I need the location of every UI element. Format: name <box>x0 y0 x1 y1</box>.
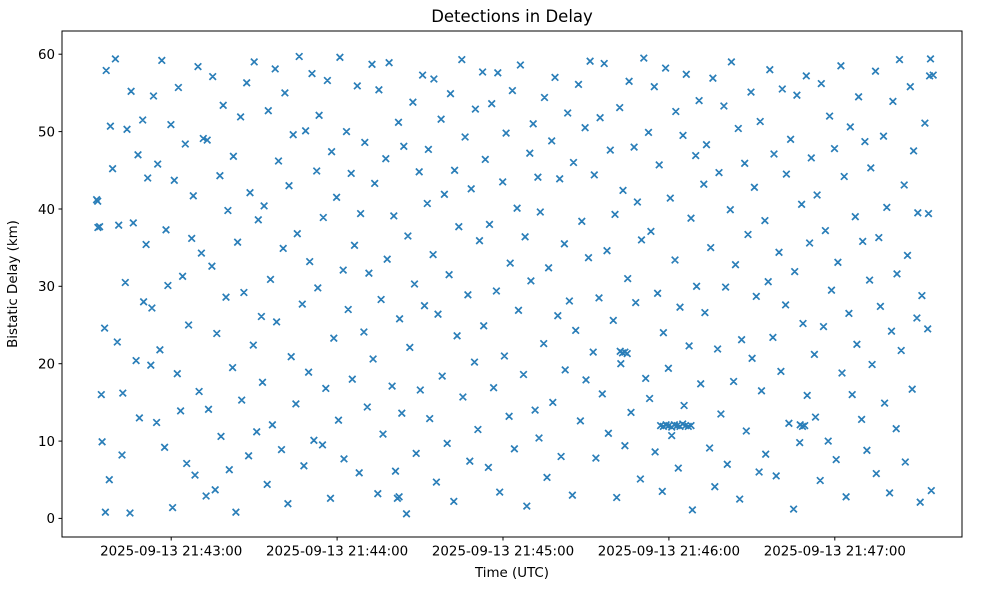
scatter-points-group <box>92 52 938 518</box>
y-tick-label: 0 <box>46 512 55 527</box>
scatter-points <box>92 52 938 518</box>
y-tick-label: 30 <box>38 280 55 295</box>
axes-spines <box>61 30 963 538</box>
y-tick-label: 10 <box>38 435 55 450</box>
x-tick-label: 2025-09-13 21:47:00 <box>764 545 906 560</box>
y-axis-ticks: 0 10 20 30 40 50 60 <box>38 48 62 527</box>
y-tick-label: 40 <box>38 203 55 218</box>
plot-area-background <box>62 31 962 537</box>
chart-title: Detections in Delay <box>431 7 593 26</box>
x-tick-label: 2025-09-13 21:43:00 <box>100 545 242 560</box>
y-tick-label: 60 <box>38 48 55 63</box>
y-tick-label: 20 <box>38 358 55 373</box>
x-tick-label: 2025-09-13 21:46:00 <box>598 545 740 560</box>
y-axis-label: Bistatic Delay (km) <box>6 220 21 348</box>
x-axis-label: Time (UTC) <box>474 566 549 581</box>
y-tick-label: 50 <box>38 125 55 140</box>
x-tick-label: 2025-09-13 21:45:00 <box>432 545 574 560</box>
x-tick-label: 2025-09-13 21:44:00 <box>266 545 408 560</box>
x-axis-ticks: 2025-09-13 21:43:00 2025-09-13 21:44:00 20… <box>100 537 906 560</box>
